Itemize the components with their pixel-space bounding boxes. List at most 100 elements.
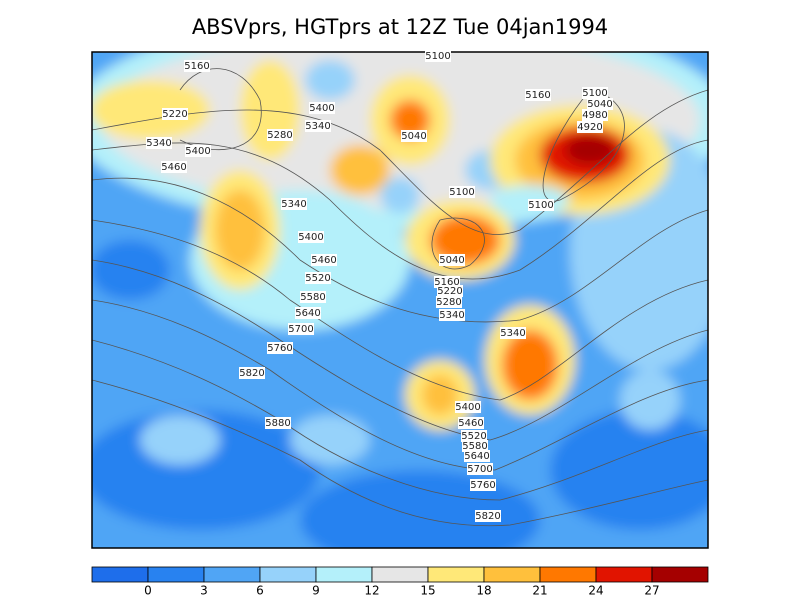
contour-label-bg: [267, 129, 293, 141]
height-contours: [92, 68, 708, 527]
colorbar-swatch: [259, 566, 317, 583]
colorbar-swatch: [539, 566, 597, 583]
contour-label-bg: [295, 307, 321, 319]
field-region: [330, 145, 390, 195]
field-region: [422, 375, 458, 415]
contour-label-bg: [461, 430, 487, 442]
contour-label-bg: [265, 417, 291, 429]
colorbar-tick-label: 3: [200, 584, 208, 598]
contour-label-bg: [458, 417, 484, 429]
contour-label: 5820: [475, 511, 500, 522]
contour-label-bg: [146, 137, 172, 149]
contour-label-bg: [300, 291, 326, 303]
plot-title: ABSVprs, HGTprs at 12Z Tue 04jan1994: [192, 15, 608, 39]
contour-label-bg: [311, 254, 337, 266]
contour-label-bg: [305, 120, 331, 132]
contour-label: 5100: [425, 51, 450, 62]
contour-label-bg: [162, 108, 188, 120]
field-region: [140, 415, 220, 465]
contour-label-bg: [455, 401, 481, 413]
field-region: [565, 135, 615, 165]
field-region: [502, 330, 558, 400]
colorbar-tick-label: 6: [256, 584, 264, 598]
contour-label: 5580: [300, 292, 325, 303]
colorbar-swatch: [203, 566, 261, 583]
contour-label: 4920: [577, 122, 602, 133]
contour-label-bg: [587, 98, 613, 110]
contour-label: 5220: [437, 286, 462, 297]
contour-label: 5700: [288, 324, 313, 335]
contour-label-bg: [464, 450, 490, 462]
contour-label-bg: [470, 479, 496, 491]
field-region: [92, 240, 170, 300]
contour-label: 5340: [281, 199, 306, 210]
contour-label-bg: [267, 342, 293, 354]
contour-label: 5760: [470, 480, 495, 491]
colorbar-tick-label: 21: [532, 584, 547, 598]
contour-label-bg: [525, 89, 551, 101]
contour-label: 5880: [265, 418, 290, 429]
contour-label-bg: [436, 296, 462, 308]
contour-label: 5520: [305, 273, 330, 284]
field-region: [290, 415, 370, 465]
contour-label: 4980: [582, 110, 607, 121]
contour-label-bg: [437, 285, 463, 297]
map-frame: [91, 51, 709, 549]
contour-label-bg: [582, 87, 608, 99]
colorbar-tick-label: 9: [312, 584, 320, 598]
contour-label: 5040: [401, 131, 426, 142]
field-region: [305, 60, 355, 100]
contour-label: 5100: [582, 88, 607, 99]
contour-label-bg: [401, 130, 427, 142]
field-blobs: [92, 52, 708, 548]
field-region: [92, 80, 210, 140]
contour-label-bg: [462, 440, 488, 452]
contour-label: 5400: [309, 103, 334, 114]
contour-label-bg: [439, 254, 465, 266]
contour-label: 5400: [455, 402, 480, 413]
colorbar-swatch: [595, 566, 653, 583]
contour-label: 5700: [467, 464, 492, 475]
field-region: [215, 190, 265, 270]
contour-label: 5160: [525, 90, 550, 101]
contour-label: 5100: [449, 187, 474, 198]
contour-label-bg: [582, 109, 608, 121]
colorbar: 0 3 6 9 12 15 18 21 24 27: [91, 566, 709, 598]
contour-label-bg: [239, 367, 265, 379]
colorbar-tick-label: 18: [476, 584, 491, 598]
field-region: [430, 215, 500, 265]
contour-label: 5820: [239, 368, 264, 379]
colorbar-tick-label: 15: [420, 584, 435, 598]
colorbar-tick-label: 0: [144, 584, 152, 598]
colorbar-tick-label: 12: [364, 584, 379, 598]
contour-label: 5520: [461, 431, 486, 442]
contour-label: 5580: [462, 441, 487, 452]
contour-label: 5280: [267, 130, 292, 141]
colorbar-swatch: [483, 566, 541, 583]
contour-label-bg: [439, 309, 465, 321]
contour-label: 5220: [162, 109, 187, 120]
contour-label-bg: [288, 323, 314, 335]
contour-label-bg: [467, 463, 493, 475]
contour-label-bg: [298, 231, 324, 243]
contour-label: 5340: [146, 138, 171, 149]
colorbar-swatch: [91, 566, 149, 583]
contour-label: 5340: [500, 328, 525, 339]
contour-label: 5340: [439, 310, 464, 321]
field-region: [380, 177, 420, 213]
colorbar-tick-label: 27: [644, 584, 659, 598]
contour-label: 5160: [434, 277, 459, 288]
contour-label: 5760: [267, 343, 292, 354]
contour-label: 5460: [311, 255, 336, 266]
field-region: [620, 370, 680, 430]
colorbar-swatch: [371, 566, 429, 583]
contour-label-bg: [281, 198, 307, 210]
contour-label-bg: [184, 60, 210, 72]
contour-label: 5400: [298, 232, 323, 243]
contour-label-bg: [500, 327, 526, 339]
contour-label-bg: [449, 186, 475, 198]
contour-label-bg: [161, 161, 187, 173]
contour-label: 5640: [464, 451, 489, 462]
contour-label: 5040: [587, 99, 612, 110]
